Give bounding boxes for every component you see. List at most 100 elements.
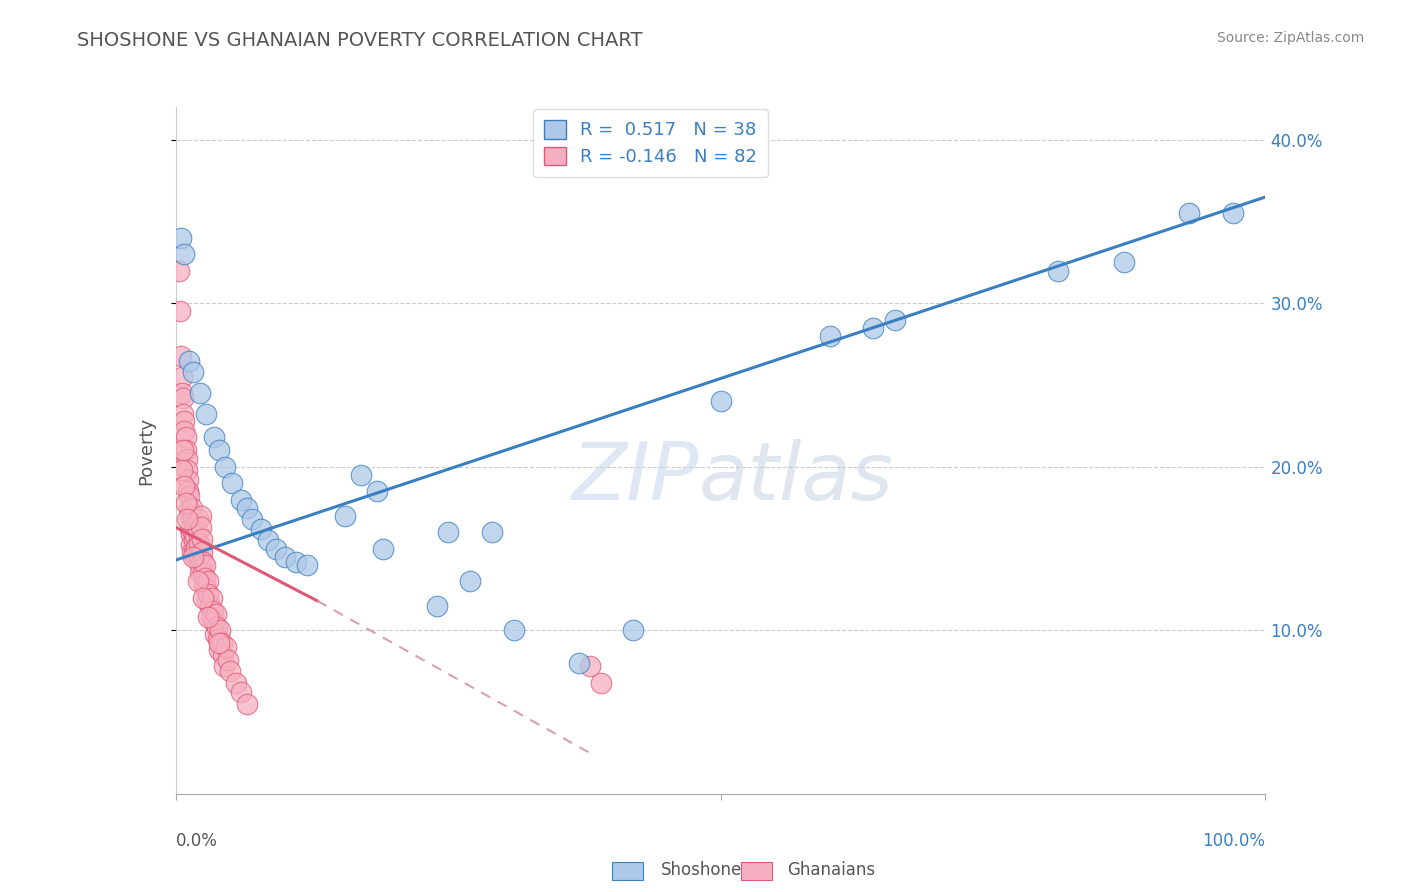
Point bbox=[184, 516, 207, 531]
Point bbox=[202, 430, 225, 444]
Point bbox=[183, 533, 205, 548]
Point bbox=[190, 508, 212, 523]
Point bbox=[188, 566, 211, 580]
Point bbox=[181, 549, 204, 564]
Point bbox=[186, 540, 208, 554]
Point bbox=[173, 247, 195, 261]
Point bbox=[205, 620, 228, 634]
Point bbox=[621, 624, 644, 638]
Point bbox=[568, 656, 591, 670]
Point bbox=[240, 512, 263, 526]
Text: atlas: atlas bbox=[699, 439, 894, 517]
Point bbox=[208, 636, 231, 650]
Point bbox=[180, 528, 202, 542]
Point bbox=[177, 484, 200, 499]
Point bbox=[202, 615, 225, 630]
Point bbox=[177, 489, 200, 503]
Point bbox=[191, 591, 214, 605]
Point bbox=[231, 685, 253, 699]
Point bbox=[174, 496, 197, 510]
Point bbox=[181, 365, 204, 379]
Point bbox=[235, 697, 257, 711]
Point bbox=[186, 512, 209, 526]
Point bbox=[710, 394, 733, 409]
Text: 100.0%: 100.0% bbox=[1202, 831, 1265, 850]
Point bbox=[172, 408, 194, 422]
Point bbox=[181, 525, 204, 540]
Point bbox=[481, 525, 503, 540]
Point bbox=[197, 574, 219, 589]
Point bbox=[197, 587, 219, 601]
Point bbox=[167, 263, 190, 277]
Point bbox=[181, 545, 204, 559]
Point bbox=[183, 545, 205, 559]
Point bbox=[215, 640, 238, 654]
Point bbox=[350, 467, 373, 482]
Point bbox=[818, 329, 841, 343]
Point bbox=[191, 566, 214, 580]
Point bbox=[208, 643, 231, 657]
Point bbox=[186, 549, 208, 564]
Point bbox=[176, 512, 198, 526]
Point bbox=[219, 664, 242, 679]
Point bbox=[194, 558, 217, 572]
Point bbox=[179, 522, 201, 536]
Point bbox=[191, 545, 214, 559]
Point bbox=[191, 532, 214, 546]
Point bbox=[177, 502, 200, 516]
Point bbox=[333, 508, 356, 523]
Point bbox=[200, 610, 222, 624]
Point bbox=[170, 231, 193, 245]
Point bbox=[209, 624, 232, 638]
Point bbox=[177, 473, 200, 487]
Point bbox=[195, 594, 218, 608]
Point bbox=[214, 459, 236, 474]
Point bbox=[195, 408, 218, 422]
Point bbox=[180, 538, 202, 552]
Text: 0.0%: 0.0% bbox=[176, 831, 218, 850]
Point bbox=[184, 528, 207, 542]
Point bbox=[197, 610, 219, 624]
Point bbox=[204, 626, 226, 640]
Point bbox=[172, 386, 194, 401]
Point bbox=[193, 577, 215, 591]
Point bbox=[205, 607, 228, 621]
Point bbox=[186, 574, 209, 589]
Point bbox=[187, 549, 209, 564]
Point bbox=[208, 443, 231, 458]
Point bbox=[179, 508, 201, 523]
Point bbox=[172, 369, 194, 384]
Point bbox=[426, 599, 449, 613]
Point bbox=[264, 541, 287, 556]
Point bbox=[284, 555, 307, 569]
Point bbox=[884, 312, 907, 326]
Point bbox=[173, 414, 195, 428]
Point bbox=[172, 463, 194, 477]
Point bbox=[181, 512, 204, 526]
Point bbox=[172, 391, 194, 405]
Text: SHOSHONE VS GHANAIAN POVERTY CORRELATION CHART: SHOSHONE VS GHANAIAN POVERTY CORRELATION… bbox=[77, 31, 643, 50]
Point bbox=[170, 349, 193, 363]
Point bbox=[187, 536, 209, 550]
Point bbox=[862, 321, 884, 335]
Text: Shoshone: Shoshone bbox=[661, 861, 742, 879]
Point bbox=[371, 541, 394, 556]
Point bbox=[231, 492, 253, 507]
Point bbox=[188, 386, 211, 401]
Point bbox=[217, 653, 239, 667]
Point bbox=[181, 500, 204, 515]
Point bbox=[221, 476, 243, 491]
Point bbox=[1178, 206, 1201, 220]
Point bbox=[173, 424, 195, 438]
Point bbox=[1047, 263, 1070, 277]
Point bbox=[174, 443, 197, 458]
Point bbox=[274, 549, 297, 564]
Point bbox=[1222, 206, 1244, 220]
FancyBboxPatch shape bbox=[741, 862, 772, 880]
Text: ZIP: ZIP bbox=[571, 439, 699, 517]
Y-axis label: Poverty: Poverty bbox=[136, 417, 155, 484]
Point bbox=[437, 525, 460, 540]
Point bbox=[211, 636, 233, 650]
Point bbox=[458, 574, 481, 589]
Point bbox=[366, 484, 388, 499]
